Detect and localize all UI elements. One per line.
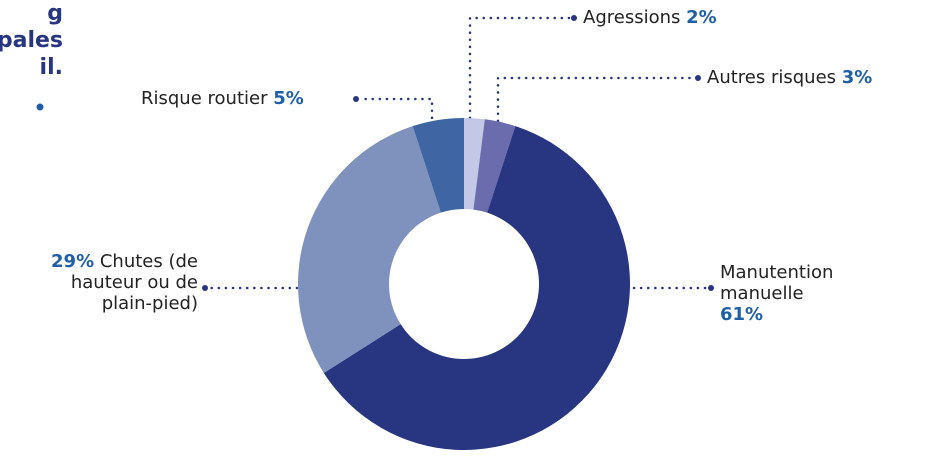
slice [298,126,441,373]
category: Agressions [583,7,681,28]
category: Risque routier [141,88,268,109]
label: Agressions 2% [583,7,717,28]
leaders [202,15,714,291]
value-label: 29% [51,251,95,272]
label: Risque routier 5% [141,88,304,109]
title-line: il. [39,55,63,80]
leader-dot [202,285,208,291]
label: Manutention manuelle 61% [720,262,850,325]
slice [464,118,485,210]
value-label: 3% [841,67,873,88]
value-label: 2% [686,7,717,28]
title-line: pales [0,28,63,53]
title: g pales il. [0,0,63,81]
value-label: 5% [273,88,304,109]
category: Chutes (de hauteur ou de plain-pied) [70,251,198,314]
bullet [36,103,44,111]
leader [496,76,696,130]
value-label: 61% [720,304,764,325]
category: Manutention manuelle [720,262,834,304]
label: 29% Chutes (de hauteur ou de plain-pied) [40,251,198,314]
slice [473,119,516,213]
title-line: g [47,1,63,26]
leader [359,97,434,127]
leader-dot [353,96,359,102]
category: Autres risques [707,67,837,88]
leader [468,16,572,127]
label: Autres risques 3% [707,67,872,88]
slice [412,118,464,213]
leader-dot [571,15,577,21]
leader-dot [708,285,714,291]
slice [323,126,630,451]
leader-dot [695,75,701,81]
